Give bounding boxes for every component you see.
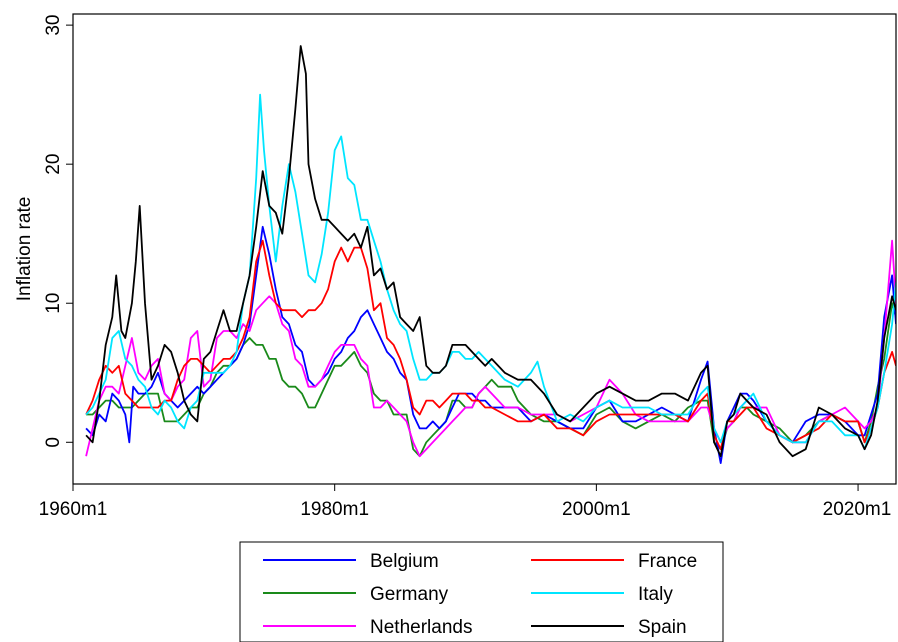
y-axis: 0 10 20 30 (43, 15, 73, 448)
legend-label-belgium: Belgium (370, 551, 439, 572)
x-tick-label: 1960m1 (39, 499, 108, 520)
series-layer (85, 45, 896, 464)
x-tick-label: 2000m1 (562, 499, 631, 520)
series-line-spain (85, 45, 896, 458)
series-line-france (85, 239, 896, 451)
x-axis: 1960m1 1980m1 2000m1 2020m1 (39, 484, 892, 520)
series-line-belgium (85, 225, 896, 464)
y-tick-label: 30 (43, 15, 64, 36)
series-line-netherlands (85, 239, 896, 458)
legend-label-italy: Italy (638, 584, 673, 605)
plot-frame (72, 13, 897, 485)
x-tick-label: 2020m1 (823, 499, 892, 520)
y-tick-label: 20 (43, 154, 64, 175)
y-axis-label: Inflation rate (14, 197, 35, 302)
legend-label-spain: Spain (638, 617, 687, 638)
legend-label-netherlands: Netherlands (370, 617, 472, 638)
x-tick-label: 1980m1 (300, 499, 369, 520)
legend: Belgium France Germany Italy Netherlands Spai… (239, 541, 724, 642)
legend-label-germany: Germany (370, 584, 449, 605)
y-tick-label: 0 (43, 437, 64, 448)
legend-label-france: France (638, 551, 697, 572)
y-tick-label: 10 (43, 293, 64, 314)
